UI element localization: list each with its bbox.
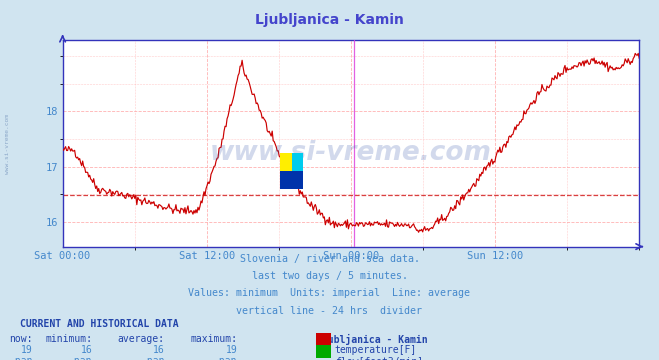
Bar	[280, 171, 291, 189]
Text: 19: 19	[21, 345, 33, 355]
Bar	[291, 171, 303, 189]
Text: Ljubljanica - Kamin: Ljubljanica - Kamin	[316, 334, 428, 345]
Text: temperature[F]: temperature[F]	[335, 345, 417, 355]
Text: Ljubljanica - Kamin: Ljubljanica - Kamin	[255, 13, 404, 27]
Text: -nan: -nan	[141, 356, 165, 360]
Text: 16: 16	[80, 345, 92, 355]
Text: average:: average:	[118, 334, 165, 344]
Text: now:: now:	[9, 334, 33, 344]
Bar	[291, 153, 303, 171]
Text: Values: minimum  Units: imperial  Line: average: Values: minimum Units: imperial Line: av…	[188, 288, 471, 298]
Text: minimum:: minimum:	[45, 334, 92, 344]
Text: flow[foot3/min]: flow[foot3/min]	[335, 356, 423, 360]
Text: www.si-vreme.com: www.si-vreme.com	[5, 114, 11, 174]
Text: vertical line - 24 hrs  divider: vertical line - 24 hrs divider	[237, 306, 422, 316]
Text: last two days / 5 minutes.: last two days / 5 minutes.	[252, 271, 407, 281]
Bar	[280, 153, 291, 171]
Text: maximum:: maximum:	[190, 334, 237, 344]
Text: www.si-vreme.com: www.si-vreme.com	[210, 140, 492, 166]
Text: 16: 16	[153, 345, 165, 355]
Text: -nan: -nan	[9, 356, 33, 360]
Text: 19: 19	[225, 345, 237, 355]
Text: CURRENT AND HISTORICAL DATA: CURRENT AND HISTORICAL DATA	[20, 319, 179, 329]
Text: -nan: -nan	[214, 356, 237, 360]
Text: Slovenia / river and sea data.: Slovenia / river and sea data.	[239, 254, 420, 264]
Text: -nan: -nan	[69, 356, 92, 360]
